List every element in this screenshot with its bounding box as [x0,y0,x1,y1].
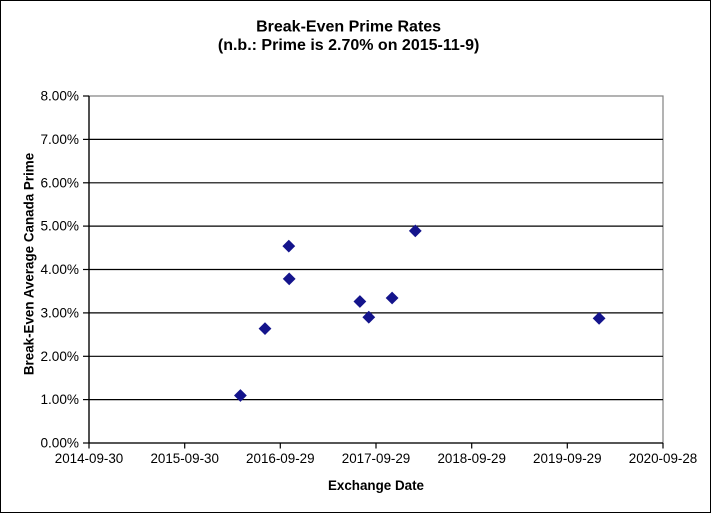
svg-text:0.00%: 0.00% [40,436,79,451]
svg-text:Break-Even Average Canada Prim: Break-Even Average Canada Prime [22,153,37,375]
svg-text:7.00%: 7.00% [40,132,79,147]
svg-text:1.00%: 1.00% [40,392,79,407]
svg-text:2019-09-29: 2019-09-29 [533,451,602,466]
svg-text:3.00%: 3.00% [40,306,79,321]
svg-text:Exchange Date: Exchange Date [328,478,424,493]
svg-text:2020-09-28: 2020-09-28 [629,451,698,466]
svg-text:2015-09-30: 2015-09-30 [150,451,219,466]
svg-text:8.00%: 8.00% [40,89,79,104]
svg-text:6.00%: 6.00% [40,175,79,190]
svg-text:Break-Even Prime Rates: Break-Even Prime Rates [256,19,441,36]
svg-text:4.00%: 4.00% [40,262,79,277]
svg-text:5.00%: 5.00% [40,219,79,234]
svg-text:2014-09-30: 2014-09-30 [55,451,124,466]
svg-text:2017-09-29: 2017-09-29 [342,451,411,466]
svg-text:2018-09-29: 2018-09-29 [437,451,506,466]
svg-text:2016-09-29: 2016-09-29 [246,451,315,466]
svg-text:(n.b.: Prime is 2.70% on 2015-: (n.b.: Prime is 2.70% on 2015-11-9) [218,37,479,54]
svg-text:2.00%: 2.00% [40,349,79,364]
